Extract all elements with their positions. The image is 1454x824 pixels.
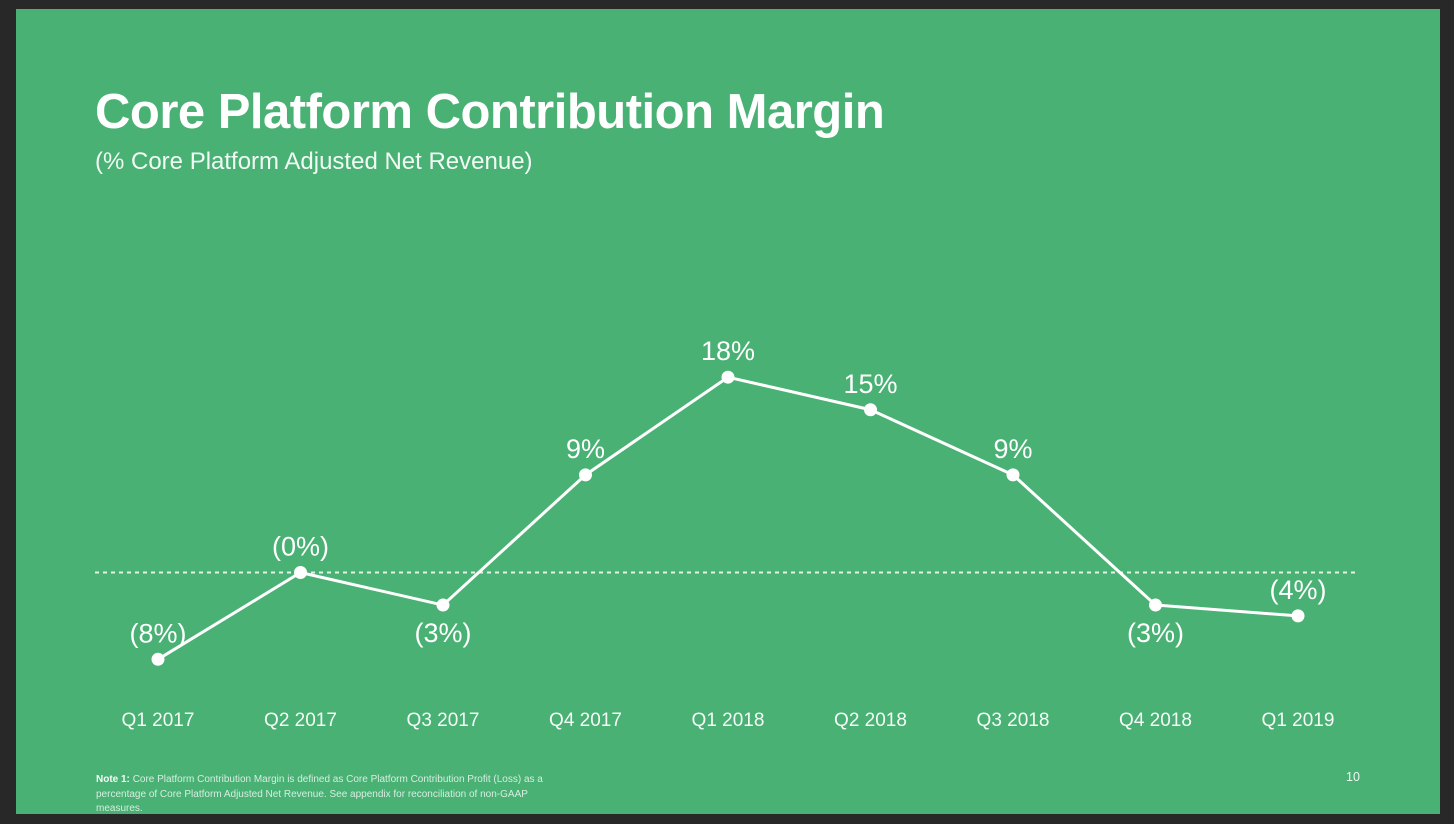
data-point bbox=[579, 468, 592, 482]
x-axis-label: Q3 2018 bbox=[977, 710, 1050, 731]
footnote: Note 1: Core Platform Contribution Margi… bbox=[96, 773, 554, 814]
data-point bbox=[1006, 468, 1020, 482]
x-axis-label: Q4 2018 bbox=[1119, 710, 1192, 731]
page-title: Core Platform Contribution Margin bbox=[95, 85, 885, 139]
data-point bbox=[1291, 609, 1305, 623]
data-point-label: 9% bbox=[993, 434, 1032, 464]
slide: (8%) Q1 2017 (0%) Q2 2017 (3%) Q3 2017 9% Q4 20… bbox=[16, 9, 1440, 814]
data-point-label: 15% bbox=[843, 369, 897, 399]
data-point-label: 18% bbox=[701, 336, 755, 366]
data-point bbox=[721, 370, 735, 384]
slide-header: Core Platform Contribution Margin (% Cor… bbox=[95, 83, 885, 176]
data-point bbox=[864, 403, 877, 417]
data-point bbox=[1149, 598, 1162, 612]
contribution-margin-line-chart: (8%) Q1 2017 (0%) Q2 2017 (3%) Q3 2017 9% Q4 20… bbox=[95, 336, 1358, 731]
footnote-label: Note 1: bbox=[96, 774, 130, 785]
x-axis-label: Q2 2018 bbox=[834, 710, 907, 731]
data-point-label: (4%) bbox=[1269, 575, 1326, 605]
data-point-label: 9% bbox=[566, 434, 605, 464]
x-axis-label: Q4 2017 bbox=[549, 710, 622, 731]
x-axis-label: Q1 2017 bbox=[122, 710, 195, 731]
data-point-label: (3%) bbox=[414, 618, 471, 648]
data-point bbox=[294, 566, 307, 579]
page-subtitle: (% Core Platform Adjusted Net Revenue) bbox=[95, 148, 533, 175]
page-number: 10 bbox=[1346, 770, 1360, 784]
data-point bbox=[151, 652, 165, 666]
data-point-label: (8%) bbox=[129, 618, 186, 648]
data-point-label: (0%) bbox=[272, 532, 329, 562]
x-axis-label: Q3 2017 bbox=[407, 710, 480, 731]
data-point bbox=[436, 598, 450, 612]
series-line bbox=[156, 375, 1300, 661]
data-point-label: (3%) bbox=[1127, 618, 1184, 648]
footnote-text: Core Platform Contribution Margin is def… bbox=[96, 774, 543, 814]
x-axis-label: Q1 2018 bbox=[692, 710, 765, 731]
x-axis-label: Q1 2019 bbox=[1262, 710, 1335, 731]
x-axis-label: Q2 2017 bbox=[264, 710, 337, 731]
